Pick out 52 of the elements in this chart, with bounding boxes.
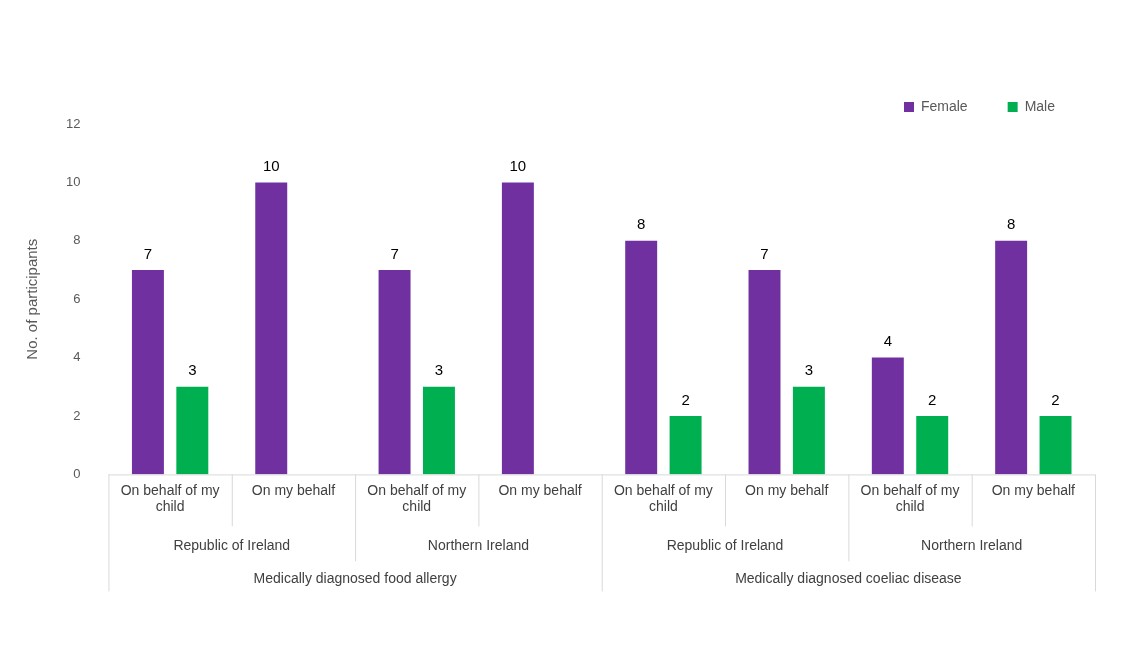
y-tick-label: 2 (73, 407, 81, 423)
bar (625, 240, 658, 475)
bar (131, 270, 164, 475)
bar (748, 270, 781, 475)
bar (255, 182, 288, 475)
text: Republic of Ireland (173, 537, 291, 554)
bar (422, 386, 455, 475)
y-tick-label: 12 (65, 115, 81, 131)
bar (871, 357, 904, 475)
y-tick-label: 0 (73, 465, 81, 481)
data-label: 2 (928, 390, 937, 408)
y-tick-label: 6 (73, 290, 81, 306)
bar (669, 416, 702, 475)
legend-label: Female (920, 97, 968, 114)
x-tick-label: On my behalf (991, 481, 1076, 498)
data-label: 10 (509, 157, 527, 175)
x-tick-label: On behalf of my child (860, 481, 960, 515)
data-label: 7 (760, 244, 769, 262)
data-label: 4 (883, 332, 892, 350)
y-axis-title: No. of participants (23, 238, 41, 360)
bar (792, 386, 825, 475)
text: Northern Ireland (427, 537, 529, 554)
bar (501, 182, 534, 475)
bar (176, 386, 209, 475)
x-tick-label: On my behalf (745, 481, 829, 498)
x-tick-label: On behalf of my child (613, 481, 713, 515)
data-label: 7 (143, 244, 153, 262)
text: Medically diagnosed coeliac disease (735, 570, 962, 587)
x-tick-label: On behalf of my child (367, 481, 467, 515)
data-label: 3 (804, 361, 814, 379)
bar (916, 416, 949, 475)
y-tick-label: 4 (73, 349, 81, 365)
data-label: 7 (390, 244, 399, 262)
data-label: 3 (434, 361, 444, 379)
data-label: 8 (637, 215, 646, 233)
data-label: 3 (188, 361, 197, 379)
x-tick-label: On behalf of my child (120, 481, 220, 515)
x-tick-label: On my behalf (498, 481, 582, 498)
bar (995, 240, 1028, 475)
data-label: 2 (1051, 390, 1060, 408)
text: Medically diagnosed food allergy (253, 570, 457, 587)
bar (1039, 416, 1072, 475)
data-label: 10 (262, 157, 280, 175)
y-tick-label: 10 (65, 173, 81, 189)
x-tick-label: On my behalf (251, 481, 336, 498)
legend-label: Male (1024, 97, 1056, 114)
y-tick-label: 8 (73, 232, 81, 248)
data-label: 8 (1006, 215, 1016, 233)
data-label: 2 (681, 390, 690, 408)
bar (378, 270, 411, 475)
text: Northern Ireland (921, 537, 1023, 554)
text: Republic of Ireland (666, 537, 784, 554)
